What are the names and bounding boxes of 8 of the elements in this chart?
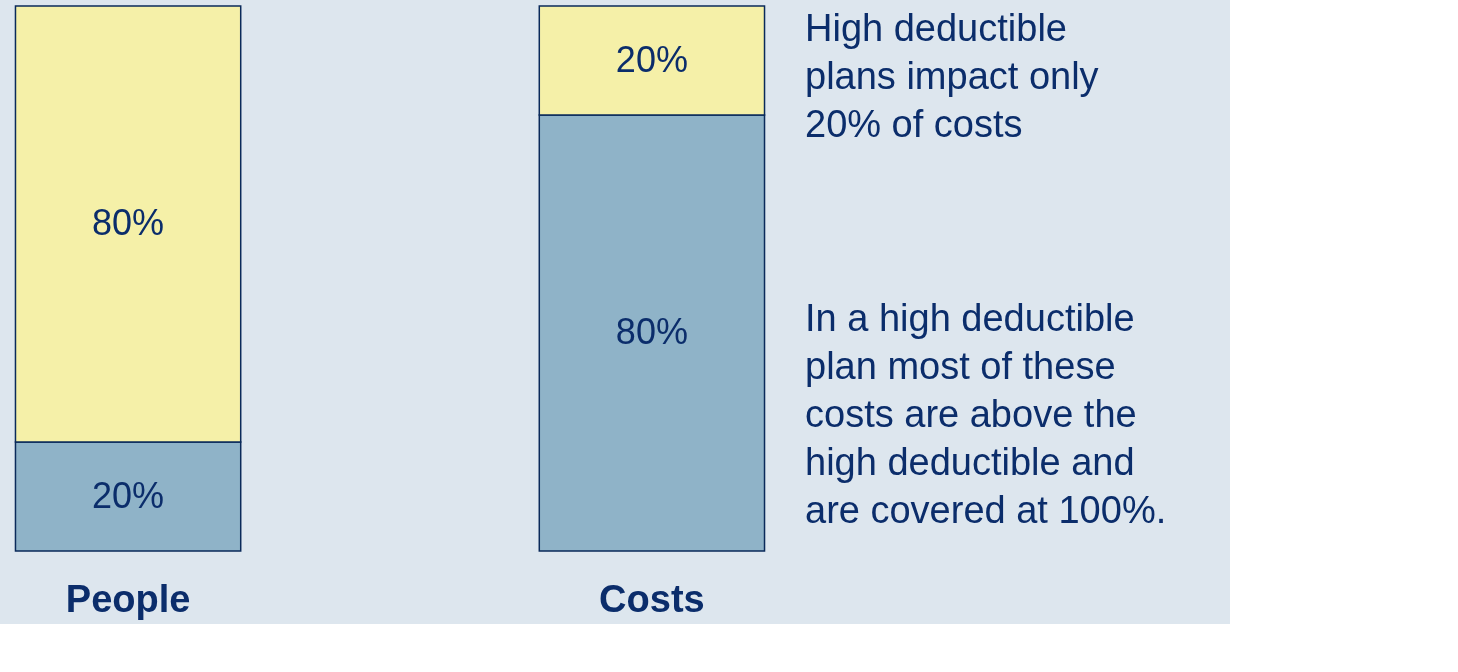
annotation: High deductible plans impact only 20% of costs: [805, 7, 1099, 145]
data-label: 80%: [615, 311, 688, 352]
x-tick-label: Costs: [599, 577, 705, 620]
data-label: 20%: [92, 474, 165, 516]
data-label: 20%: [615, 38, 688, 80]
annotation: In a high deductible plan most of these costs are above the high deductible and are covered at 100%.: [805, 297, 1167, 531]
data-label: 80%: [92, 202, 165, 243]
x-tick-label: People: [65, 577, 191, 620]
